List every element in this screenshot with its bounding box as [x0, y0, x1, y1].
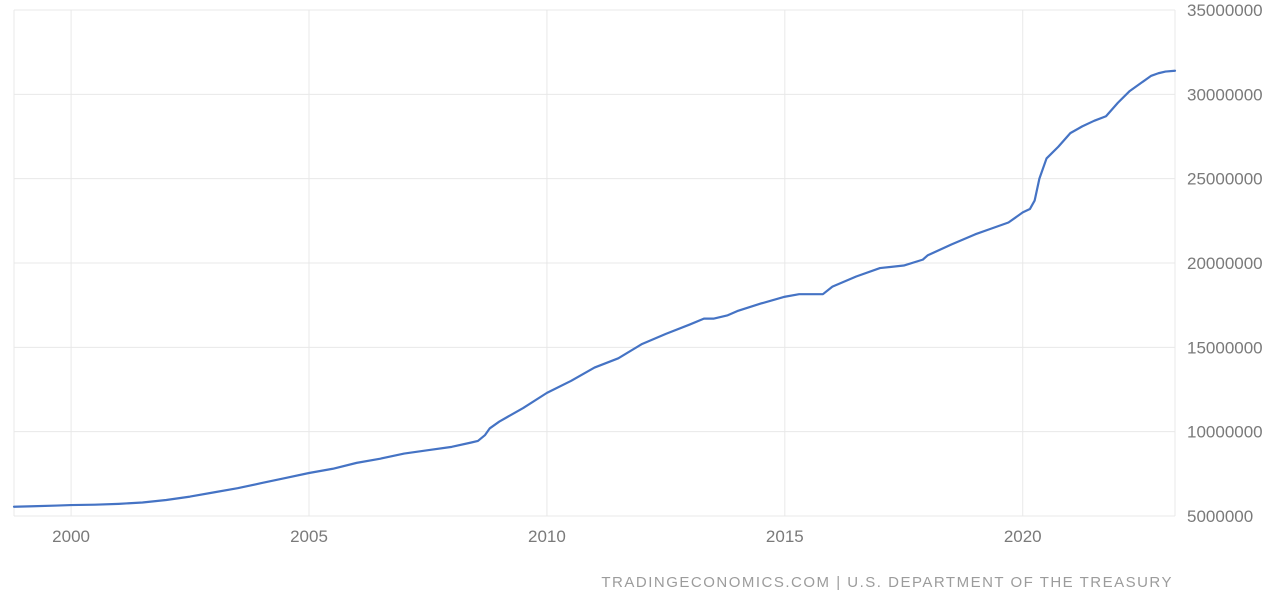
y-tick-label: 15000000: [1187, 338, 1263, 357]
y-tick-label: 30000000: [1187, 85, 1263, 104]
x-tick-label: 2010: [528, 527, 566, 546]
y-tick-label: 10000000: [1187, 423, 1263, 442]
chart-container: 2000 2005 2010 2015 2020 5000000 10000000 15000…: [0, 0, 1273, 597]
x-tick-label: 2005: [290, 527, 328, 546]
line-chart: 2000 2005 2010 2015 2020 5000000 10000000 15000…: [0, 0, 1273, 597]
y-tick-label: 5000000: [1187, 507, 1253, 526]
x-tick-label: 2020: [1004, 527, 1042, 546]
y-tick-label: 20000000: [1187, 254, 1263, 273]
attribution-text: TRADINGECONOMICS.COM | U.S. DEPARTMENT O…: [601, 574, 1173, 591]
x-tick-label: 2015: [766, 527, 804, 546]
y-tick-label: 25000000: [1187, 170, 1263, 189]
y-tick-label: 35000000: [1187, 1, 1263, 20]
x-tick-label: 2000: [52, 527, 90, 546]
